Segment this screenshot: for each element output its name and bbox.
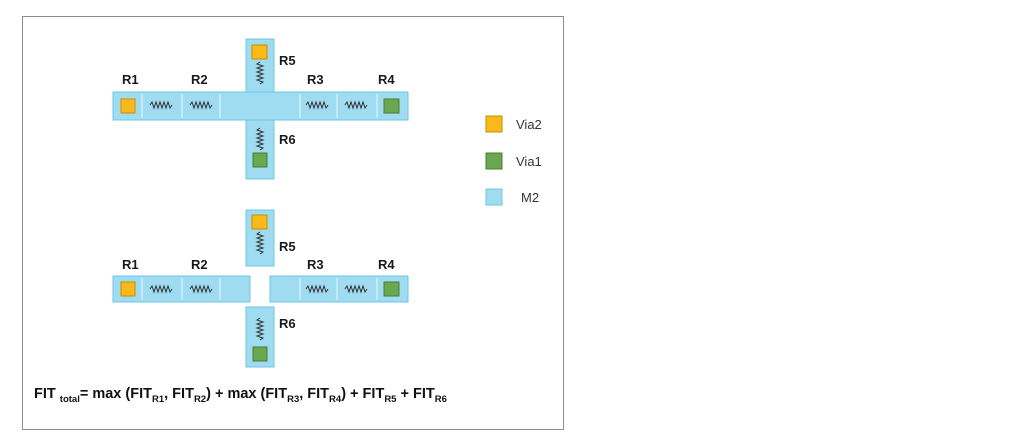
- formula-sub-r5: R5: [384, 393, 397, 405]
- label-r6: R6: [279, 316, 296, 331]
- label-r5: R5: [279, 239, 296, 254]
- label-r4: R4: [378, 72, 395, 87]
- legend-label-m2: M2: [521, 190, 539, 205]
- interconnect-diagram: R1 R2 R3 R4 R5 R6 R1 R2 R3 R4 R5 R6: [112, 38, 542, 368]
- label-r6: R6: [279, 132, 296, 147]
- label-r5: R5: [279, 53, 296, 68]
- label-r3: R3: [307, 72, 324, 87]
- label-r4: R4: [378, 257, 395, 272]
- via1-r6: [252, 346, 268, 362]
- formula-sub-total: total: [59, 393, 80, 405]
- formula-sub-r1: R1: [151, 393, 165, 405]
- legend-swatch-via2: [485, 115, 503, 133]
- formula-comma-2: , FIT: [299, 386, 330, 402]
- label-r1: R1: [122, 72, 139, 87]
- label-r2: R2: [191, 72, 208, 87]
- formula-eq-max: = max (FIT: [79, 386, 152, 402]
- formula-plus-r6: + FIT: [396, 386, 435, 402]
- formula-plus-r5: ) + FIT: [341, 386, 385, 402]
- formula-sub-r6: R6: [434, 393, 447, 405]
- formula-sub-r2: R2: [193, 393, 207, 405]
- formula-sub-r4: R4: [329, 393, 342, 405]
- legend-swatch-via1: [485, 152, 503, 170]
- formula-sub-r3: R3: [287, 393, 300, 405]
- diagram-frame: R1 R2 R3 R4 R5 R6 R1 R2 R3 R4 R5 R6: [22, 16, 564, 430]
- via2-r5: [251, 214, 268, 230]
- via2-r5: [251, 44, 268, 60]
- via1-r4: [383, 281, 400, 297]
- via1-r6: [252, 152, 268, 168]
- formula-fit: FIT: [34, 386, 60, 402]
- via2-r1: [120, 281, 136, 297]
- label-r1: R1: [122, 257, 139, 272]
- label-r2: R2: [191, 257, 208, 272]
- via1-r4: [383, 98, 400, 114]
- via2-r1: [120, 98, 136, 114]
- top-layout: R1 R2 R3 R4 R5 R6: [112, 38, 409, 180]
- legend-label-via2: Via2: [516, 117, 542, 132]
- fit-total-formula: FIT total= max (FITR1, FITR2) + max (FIT…: [34, 386, 447, 405]
- formula-close-max: ) + max (FIT: [206, 386, 288, 402]
- legend-label-via1: Via1: [516, 154, 542, 169]
- formula-comma-1: , FIT: [164, 386, 194, 402]
- label-r3: R3: [307, 257, 324, 272]
- legend: Via2 Via1 M2: [485, 115, 542, 206]
- legend-swatch-m2: [485, 188, 503, 206]
- bottom-layout: R1 R2 R3 R4 R5 R6: [112, 209, 409, 368]
